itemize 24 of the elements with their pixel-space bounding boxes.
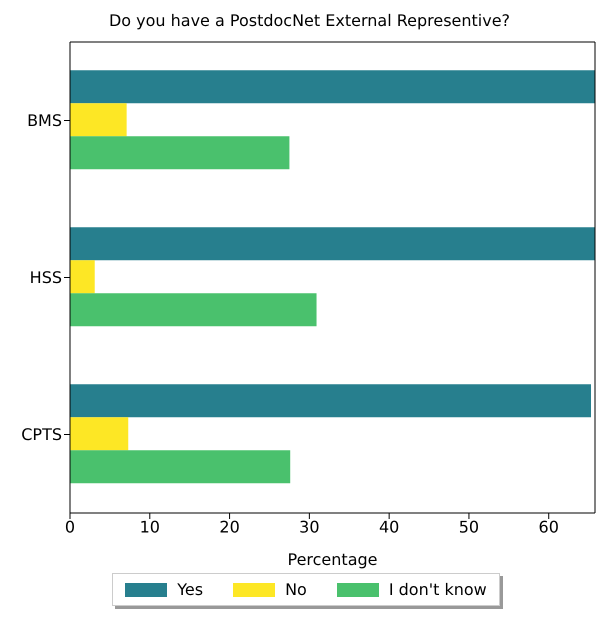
y-tick-label: CPTS [21, 425, 62, 444]
legend-label: Yes [176, 580, 204, 599]
chart-title: Do you have a PostdocNet External Representive? [108, 10, 512, 32]
bar [70, 70, 595, 104]
legend-label: No [284, 580, 307, 599]
y-tick-label: HSS [30, 268, 62, 288]
bar [70, 136, 290, 170]
bar [70, 227, 595, 260]
legend-label: I don't know [388, 580, 487, 599]
bar [70, 417, 128, 450]
bar [70, 260, 95, 294]
x-tick-label: 10 [140, 517, 160, 536]
bar [70, 103, 127, 136]
x-tick-label: 60 [538, 517, 559, 536]
x-tick-label: 40 [378, 517, 400, 536]
x-tick-label: 20 [219, 517, 240, 536]
x-tick-label: 50 [458, 517, 480, 536]
bar [70, 384, 592, 418]
x-tick-label: 30 [299, 517, 320, 536]
y-tick-label: BMS [27, 111, 62, 130]
bar [70, 293, 317, 326]
x-tick-label: 0 [64, 517, 76, 536]
bar [70, 450, 290, 484]
x-axis-title: Percentage [287, 550, 378, 569]
